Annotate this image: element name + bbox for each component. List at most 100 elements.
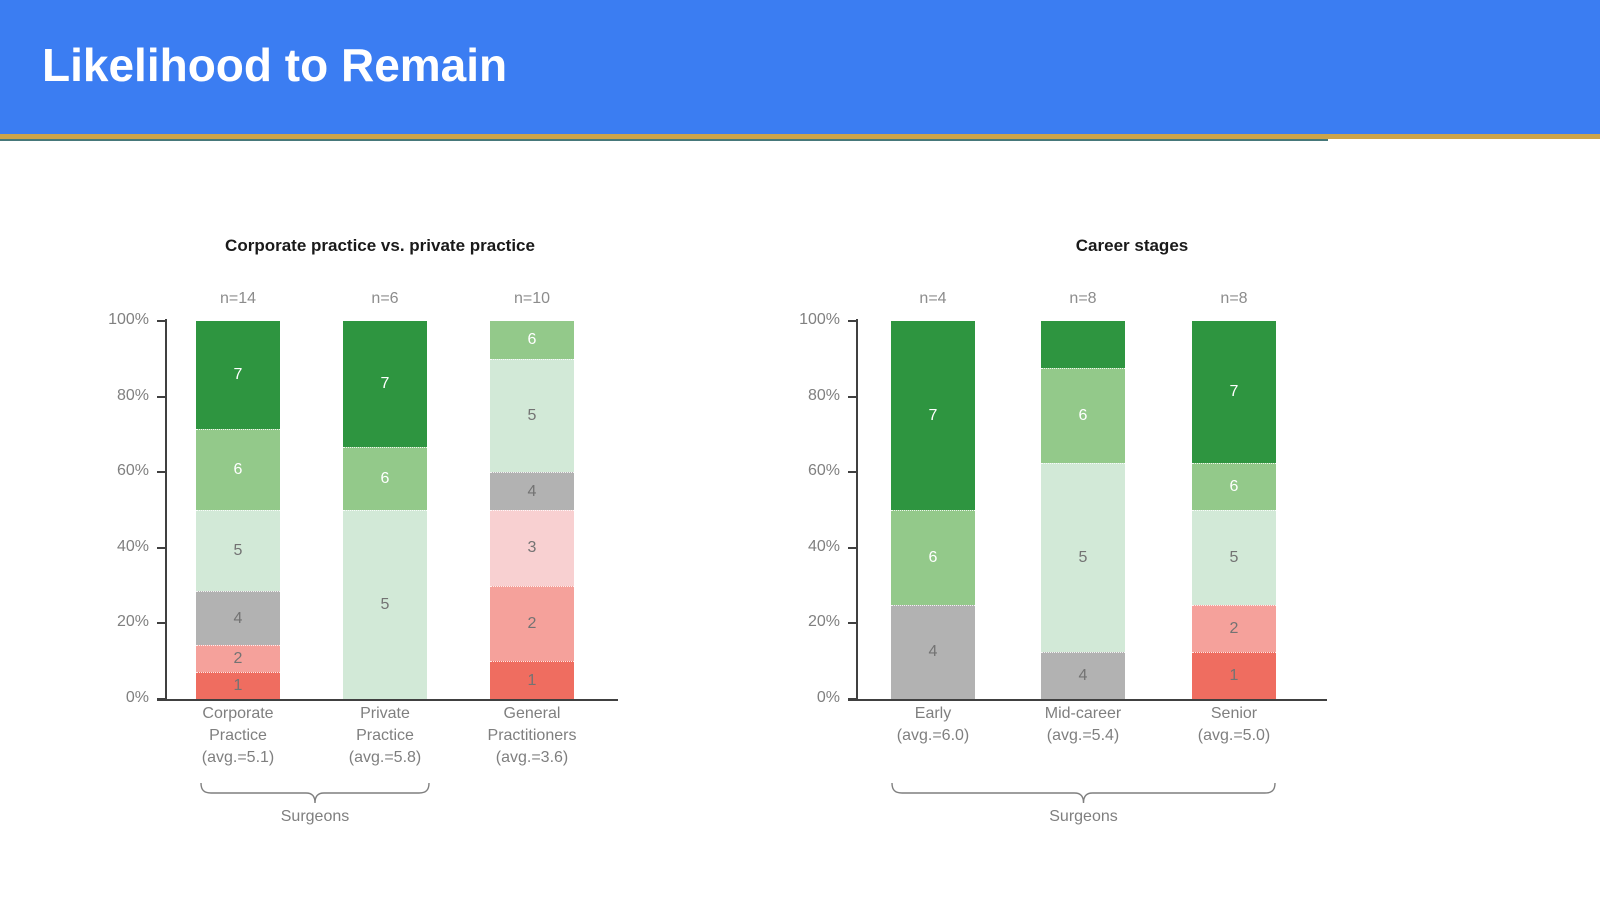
bar-segment (1041, 321, 1125, 369)
y-tick (157, 395, 165, 398)
bar-segment: 1 (1192, 651, 1276, 699)
bar-n-label: n=8 (1069, 290, 1097, 307)
bar-segment: 4 (891, 604, 975, 699)
bar-segment: 2 (196, 645, 280, 672)
segment-label: 6 (527, 330, 537, 348)
y-tick-label: 100% (799, 311, 840, 328)
bar-segment: 7 (343, 321, 427, 447)
segment-label: 5 (1229, 548, 1239, 566)
segment-label: 6 (380, 470, 390, 487)
bar-segment: 6 (1192, 462, 1276, 510)
bar-segment: 7 (196, 321, 280, 429)
bar-n-label: n=8 (1220, 290, 1248, 307)
bar-n-label: n=6 (371, 290, 399, 307)
segment-label: 5 (380, 596, 390, 613)
y-axis-line (856, 319, 858, 700)
bar-segment: 6 (343, 447, 427, 510)
bar-segment: 2 (1192, 604, 1276, 652)
brace-label: Surgeons (1049, 808, 1118, 825)
segment-label: 7 (928, 406, 938, 424)
chart-title: Career stages (1075, 236, 1189, 255)
bar: 4 6 7 (891, 321, 975, 699)
bar-n-label: n=10 (513, 290, 551, 307)
segment-label: 4 (928, 643, 938, 661)
y-tick-label: 20% (116, 613, 149, 631)
y-tick (157, 546, 165, 549)
page-title: Likelihood to Remain (42, 39, 508, 91)
y-tick-label: 40% (807, 537, 840, 555)
category-label: Corporate Practice (avg.=5.1) (201, 705, 275, 766)
segment-label: 6 (233, 461, 243, 478)
segment-label: 7 (233, 366, 243, 383)
segment-label: 5 (233, 542, 243, 559)
segment-label: 5 (527, 407, 537, 424)
y-tick (848, 395, 856, 398)
category-label: Mid-career (avg.=5.4) (1044, 705, 1122, 744)
bar: 1 2 3 4 5 6 (490, 321, 574, 699)
category-label: Senior (avg.=5.0) (1197, 705, 1271, 744)
bar: 4 5 6 (1041, 321, 1125, 699)
category-label: Early (avg.=6.0) (896, 705, 970, 744)
segment-label: 2 (233, 650, 243, 667)
bar-segment: 6 (196, 429, 280, 510)
y-axis-line (165, 319, 167, 700)
bar-segment: 4 (1041, 651, 1125, 699)
bar-segment: 6 (490, 321, 574, 359)
y-tick (848, 471, 856, 474)
bar-segment: 7 (1192, 321, 1276, 463)
segment-label: 2 (527, 614, 537, 632)
bar-segment: 5 (1041, 462, 1125, 652)
segment-label: 2 (1229, 619, 1239, 637)
bar-segment: 6 (1041, 368, 1125, 463)
y-tick-label: 0% (816, 689, 840, 706)
segment-label: 1 (1229, 666, 1239, 684)
bar: 5 6 7 (343, 321, 427, 699)
x-axis-line (157, 699, 618, 701)
segment-label: 4 (527, 482, 537, 500)
y-tick-label: 60% (116, 462, 149, 480)
segment-label: 6 (1078, 407, 1088, 424)
y-tick-label: 0% (125, 689, 149, 706)
y-tick-label: 100% (108, 311, 149, 328)
segment-label: 7 (1229, 382, 1239, 400)
bar-segment: 1 (196, 672, 280, 699)
bar-segment: 7 (891, 321, 975, 510)
header-teal-accent-line (0, 139, 1328, 141)
segment-label: 1 (233, 677, 243, 694)
brace (200, 782, 430, 804)
brace (891, 782, 1276, 804)
bar-segment: 5 (196, 510, 280, 591)
bar-segment: 1 (490, 661, 574, 699)
bar-segment: 4 (490, 472, 574, 510)
segment-label: 4 (233, 609, 243, 627)
y-tick (848, 320, 856, 322)
y-tick-label: 80% (807, 386, 840, 404)
segment-label: 6 (928, 548, 938, 566)
category-label: General Practitioners (avg.=3.6) (487, 705, 577, 766)
y-tick (157, 622, 165, 625)
bar-n-label: n=14 (219, 290, 257, 307)
bar-segment: 5 (343, 510, 427, 699)
y-tick (848, 622, 856, 625)
bar-segment: 5 (1192, 510, 1276, 605)
segment-label: 3 (527, 539, 537, 557)
segment-label: 5 (1078, 548, 1088, 566)
x-axis-line (848, 699, 1327, 701)
chart-title: Corporate practice vs. private practice (225, 236, 535, 255)
segment-label: 6 (1229, 477, 1239, 495)
y-tick (157, 471, 165, 474)
segment-label: 1 (527, 671, 537, 689)
segment-label: 7 (380, 375, 390, 392)
bar-segment: 5 (490, 358, 574, 473)
segment-label: 4 (1078, 666, 1088, 684)
bar-segment: 2 (490, 585, 574, 662)
y-tick-label: 40% (116, 537, 149, 555)
header-gold-accent-line (0, 134, 1600, 139)
brace-label: Surgeons (280, 808, 350, 825)
bar-segment: 3 (490, 510, 574, 586)
y-tick (848, 546, 856, 549)
